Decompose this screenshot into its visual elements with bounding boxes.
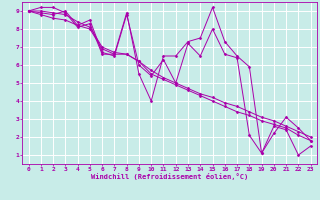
X-axis label: Windchill (Refroidissement éolien,°C): Windchill (Refroidissement éolien,°C) <box>91 173 248 180</box>
